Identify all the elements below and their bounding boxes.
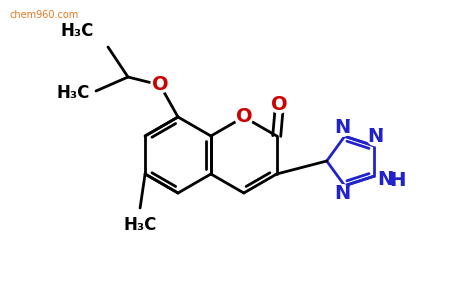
Text: N: N bbox=[368, 127, 384, 146]
Text: N: N bbox=[335, 118, 351, 137]
Text: H: H bbox=[390, 171, 406, 190]
Circle shape bbox=[334, 118, 352, 136]
Text: N: N bbox=[378, 170, 394, 189]
Circle shape bbox=[377, 170, 395, 188]
Circle shape bbox=[151, 75, 169, 93]
Text: H₃C: H₃C bbox=[56, 84, 90, 102]
Text: H₃C: H₃C bbox=[123, 216, 157, 234]
Text: chem960.com: chem960.com bbox=[10, 10, 79, 20]
Circle shape bbox=[367, 128, 385, 146]
Text: O: O bbox=[271, 95, 288, 114]
Text: O: O bbox=[152, 74, 168, 93]
Text: H: H bbox=[390, 171, 406, 190]
Text: O: O bbox=[236, 108, 252, 127]
Text: N: N bbox=[335, 118, 351, 137]
Text: N: N bbox=[378, 170, 394, 189]
Circle shape bbox=[235, 108, 253, 126]
Text: O: O bbox=[271, 95, 288, 114]
Text: N: N bbox=[335, 184, 351, 203]
Text: O: O bbox=[236, 108, 252, 127]
Text: O: O bbox=[152, 74, 168, 93]
Text: N: N bbox=[335, 184, 351, 203]
Text: N: N bbox=[368, 127, 384, 146]
Text: H₃C: H₃C bbox=[61, 22, 94, 40]
Circle shape bbox=[334, 185, 352, 203]
Circle shape bbox=[270, 95, 288, 113]
